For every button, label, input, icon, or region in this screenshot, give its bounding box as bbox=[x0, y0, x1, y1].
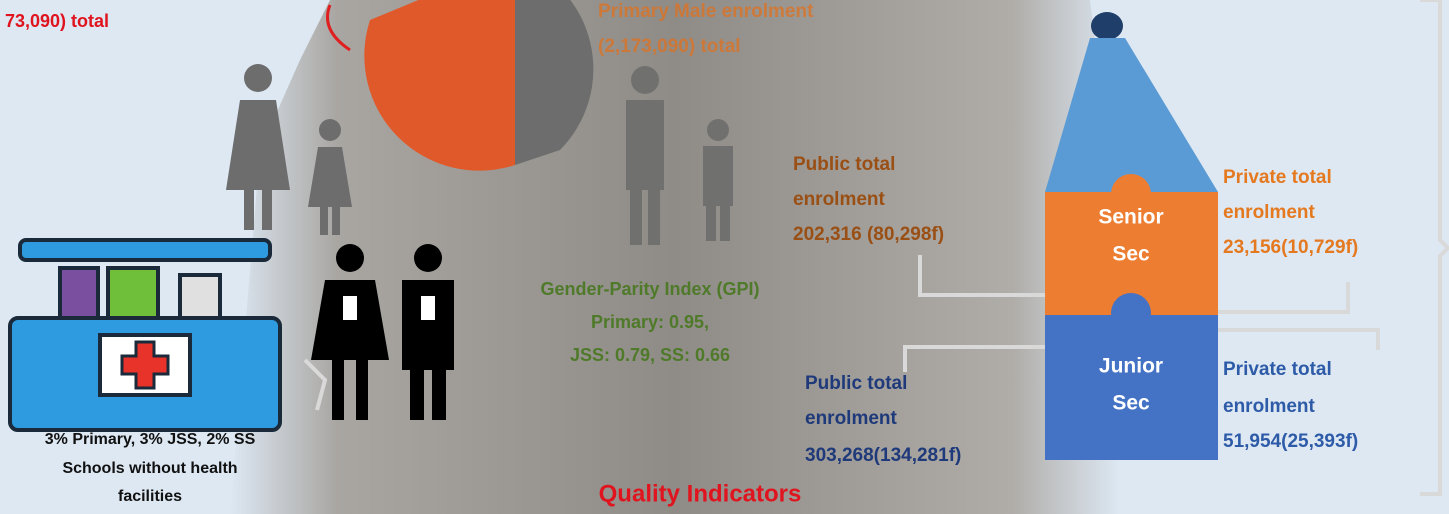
senior-private: 23,156(10,729f) bbox=[1223, 237, 1358, 258]
junior-private: enrolment bbox=[1223, 396, 1316, 417]
primary-male-label: (2,173,090) total bbox=[598, 36, 741, 57]
senior-public: enrolment bbox=[793, 189, 886, 210]
senior-public: Public total bbox=[793, 154, 895, 175]
junior-label: Sec bbox=[1112, 392, 1150, 415]
footer-title: Quality Indicators bbox=[599, 480, 802, 507]
junior-public: 303,268(134,281f) bbox=[805, 445, 961, 466]
primary-male-label: Primary Male enrolment bbox=[598, 1, 814, 22]
health-text: facilities bbox=[118, 488, 182, 505]
health-text: Schools without health bbox=[62, 460, 237, 477]
junior-private: Private total bbox=[1223, 359, 1332, 380]
cropped-total: 73,090) total bbox=[5, 11, 109, 31]
gpi-text: JSS: 0.79, SS: 0.66 bbox=[570, 345, 730, 365]
health-text: 3% Primary, 3% JSS, 2% SS bbox=[45, 431, 256, 448]
infographic: 73,090) total Primary Male enrolment (2,17… bbox=[0, 0, 1449, 514]
junior-label: Junior bbox=[1099, 355, 1163, 378]
junior-private: 51,954(25,393f) bbox=[1223, 431, 1358, 452]
senior-public: 202,316 (80,298f) bbox=[793, 224, 944, 245]
senior-label: Senior bbox=[1098, 206, 1163, 229]
senior-label: Sec bbox=[1112, 243, 1150, 266]
junior-public: enrolment bbox=[805, 408, 898, 429]
junior-public: Public total bbox=[805, 373, 907, 394]
gpi-text: Gender-Parity Index (GPI) bbox=[540, 279, 759, 299]
senior-private: Private total bbox=[1223, 167, 1332, 188]
gpi-text: Primary: 0.95, bbox=[591, 312, 709, 332]
senior-private: enrolment bbox=[1223, 202, 1316, 223]
